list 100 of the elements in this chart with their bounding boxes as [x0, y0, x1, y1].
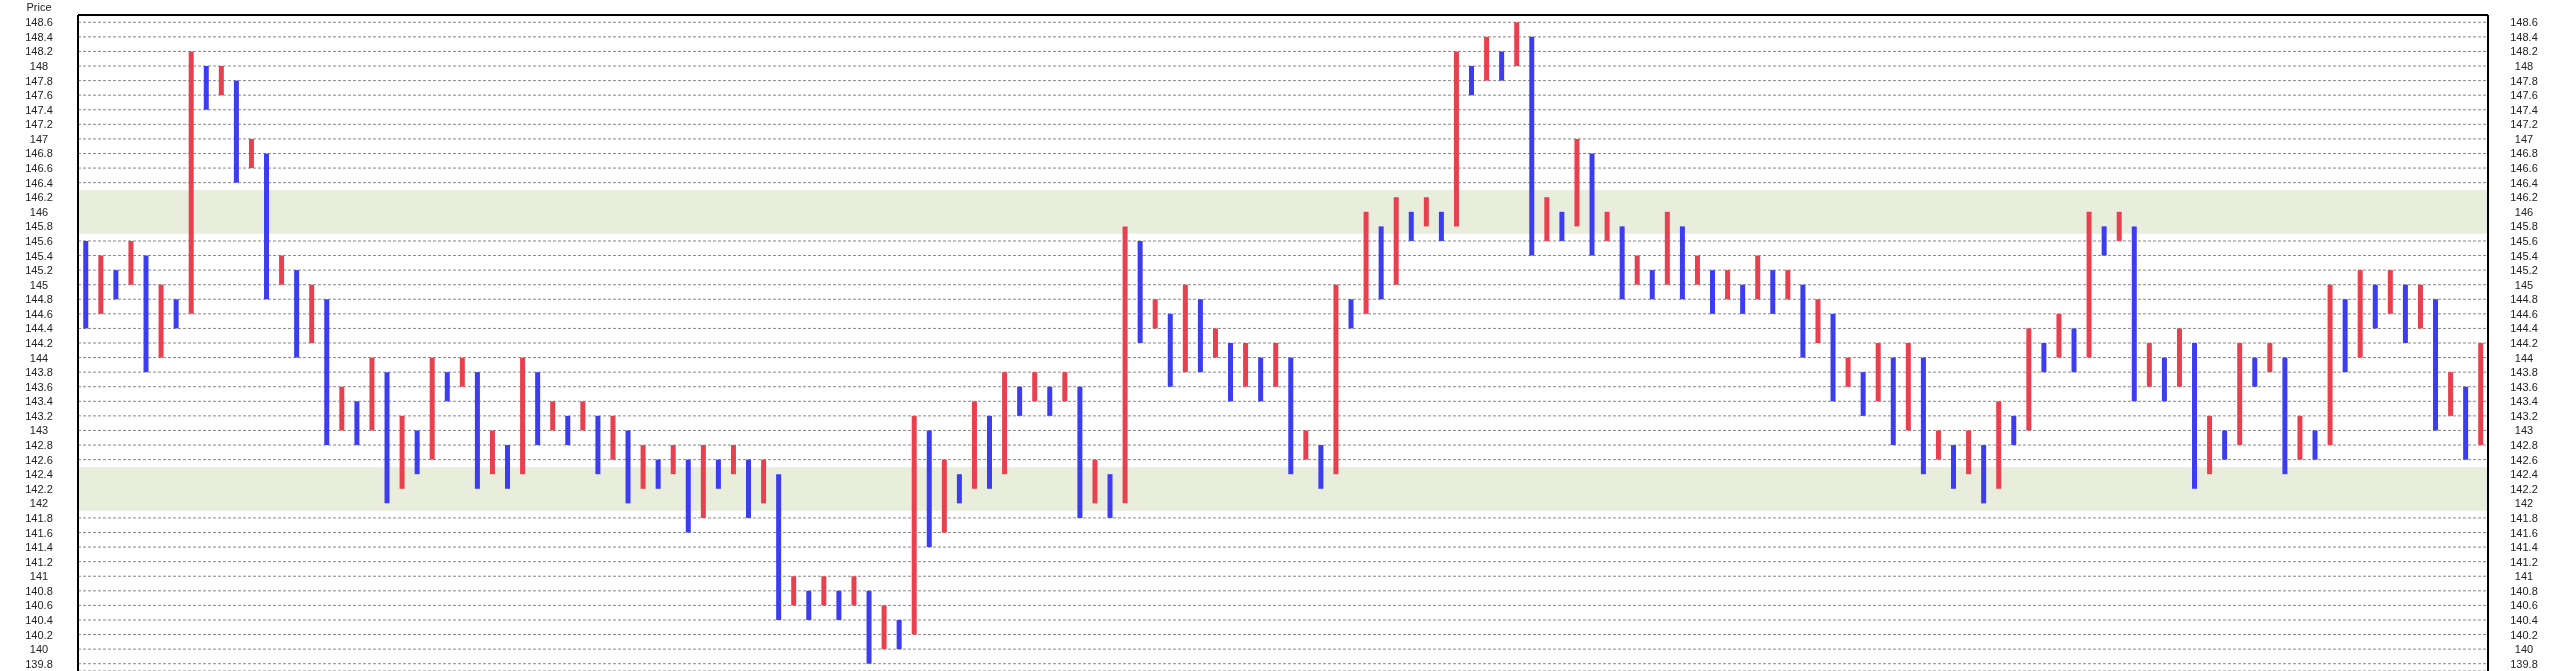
y-tick-label: 146	[29, 205, 49, 218]
bar	[2026, 328, 2032, 431]
y-tick-label: 143	[29, 424, 49, 437]
y-tick-label: 145.2	[25, 264, 53, 277]
bar	[851, 576, 857, 606]
y-tick-label: 142.4	[25, 468, 53, 481]
y-tick-label: 144.6	[25, 307, 53, 320]
bar	[2357, 270, 2363, 358]
y-tick-label: 146.4	[25, 176, 53, 189]
y2-tick-label: 148.6	[2510, 16, 2538, 29]
bar	[2267, 343, 2273, 373]
y-tick-label: 142.8	[25, 439, 53, 452]
bar	[625, 430, 631, 504]
bar	[2237, 343, 2243, 446]
bar	[700, 445, 706, 518]
bar	[730, 445, 736, 475]
y-tick-label: 141.6	[25, 526, 53, 539]
y2-tick-label: 146.2	[2510, 191, 2538, 204]
bar	[233, 80, 239, 183]
bar	[218, 66, 224, 96]
bar	[2116, 211, 2122, 241]
bar	[2146, 343, 2152, 387]
y-tick-label: 139.8	[25, 657, 53, 670]
bar	[1996, 401, 2002, 489]
y-tick-label: 144.4	[25, 322, 53, 335]
y-tick-label: 143.2	[25, 409, 53, 422]
bar	[761, 459, 767, 504]
y2-tick-label: 144.6	[2510, 307, 2538, 320]
y2-tick-label: 143.6	[2510, 380, 2538, 393]
bar	[1393, 197, 1399, 285]
y-tick-label: 145.4	[25, 249, 53, 262]
bar	[2041, 343, 2047, 373]
bar	[2478, 343, 2484, 446]
bar	[474, 372, 480, 489]
bar	[188, 51, 194, 314]
y-tick-label: 140.8	[25, 584, 53, 597]
bar	[1694, 255, 1700, 285]
bar	[1092, 459, 1098, 504]
bar	[414, 430, 420, 475]
y-tick-label: 142	[29, 497, 49, 510]
bar	[1664, 211, 1670, 285]
bar	[685, 459, 691, 533]
y-tick-label: 148.2	[25, 45, 53, 58]
bar	[173, 299, 179, 329]
bar	[1815, 299, 1821, 343]
bar	[2192, 343, 2198, 489]
bar	[1212, 328, 1218, 358]
bar	[143, 255, 149, 373]
bar	[1800, 284, 1806, 358]
bar	[550, 401, 556, 431]
bar	[2433, 299, 2439, 431]
y2-tick-label: 139.8	[2510, 657, 2538, 670]
y-tick-label: 141.2	[25, 555, 53, 568]
bar	[1453, 51, 1459, 227]
bar	[1845, 357, 1851, 387]
bar	[2387, 270, 2393, 314]
bar	[1047, 386, 1053, 416]
bar	[128, 240, 134, 285]
bar	[1273, 343, 1279, 387]
bar	[896, 619, 902, 650]
bar	[1785, 270, 1791, 300]
y-tick-label: 140.2	[25, 628, 53, 641]
bar	[1634, 255, 1640, 285]
bar	[1378, 226, 1384, 300]
bar	[1197, 299, 1203, 373]
bar	[1725, 270, 1731, 300]
bar	[640, 445, 646, 489]
y-tick-label: 147.8	[25, 74, 53, 87]
bar	[941, 459, 947, 533]
bar	[1966, 430, 1972, 475]
y2-tick-label: 140.2	[2510, 628, 2538, 641]
bar	[1137, 240, 1143, 343]
bar	[1860, 372, 1866, 416]
y2-tick-label: 143.8	[2510, 366, 2538, 379]
bar	[83, 240, 89, 329]
bar	[1574, 138, 1580, 227]
bar	[2282, 357, 2288, 475]
y-tick-label: 145	[29, 278, 49, 291]
y-tick-label: 140.4	[25, 613, 53, 626]
y2-tick-label: 147.6	[2510, 89, 2538, 102]
bar	[1484, 36, 1490, 81]
bar	[2342, 299, 2348, 373]
bar	[2176, 328, 2182, 387]
y-tick-label: 142.2	[25, 482, 53, 495]
bar	[956, 474, 962, 504]
y-tick-label: 147.4	[25, 103, 53, 116]
bar	[2222, 430, 2228, 460]
bar	[1770, 270, 1776, 314]
bar	[1167, 313, 1173, 387]
bar	[1589, 153, 1595, 256]
y-tick-label: 141	[29, 570, 49, 583]
bar	[715, 459, 721, 489]
bar	[1469, 66, 1475, 96]
bar	[1619, 226, 1625, 300]
y-tick-label: 144.2	[25, 337, 53, 349]
bar	[1905, 343, 1911, 431]
y2-tick-label: 144.8	[2510, 293, 2538, 306]
y2-tick-label: 144	[2514, 351, 2534, 364]
bar	[1499, 51, 1505, 81]
bar	[2448, 372, 2454, 416]
